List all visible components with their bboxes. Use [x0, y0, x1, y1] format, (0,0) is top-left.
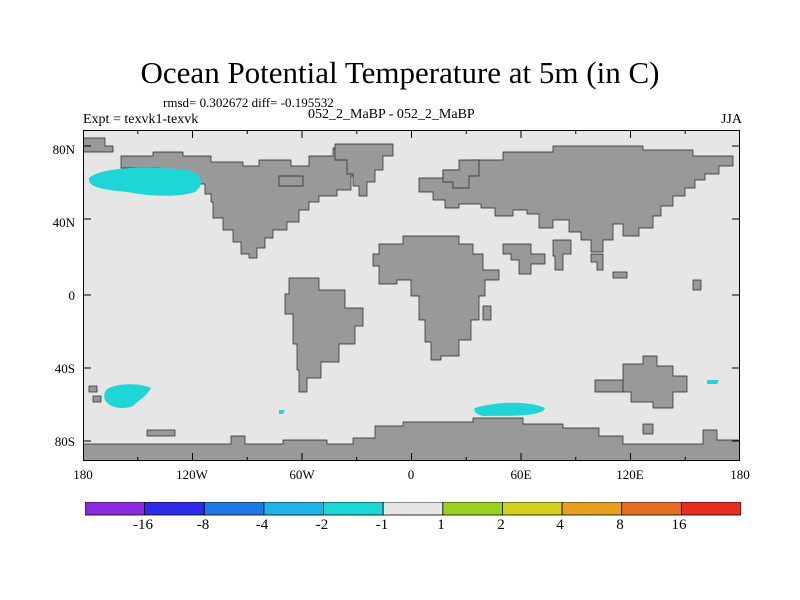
lon-label: 180 [73, 467, 93, 482]
colorbar-swatch [263, 502, 324, 516]
lon-label: 120W [176, 467, 208, 482]
season-label: JJA [720, 112, 742, 127]
land-island [692, 279, 702, 291]
lon-label: 120E [616, 467, 644, 482]
colorbar-label: -8 [196, 517, 210, 533]
land-arctic-west [83, 137, 114, 153]
colorbar-label: -2 [315, 517, 329, 533]
anomaly-small-pacific [279, 410, 285, 414]
colorbar-swatch [382, 502, 444, 516]
land-eurasia [418, 145, 734, 253]
land-north-america [120, 147, 366, 259]
anomaly-north-pacific [88, 167, 202, 196]
colorbar-swatch [680, 502, 741, 516]
land-island [92, 395, 102, 403]
land-island [482, 305, 492, 321]
land-south-america [284, 277, 364, 393]
colorbar-swatch [621, 502, 682, 516]
colorbar-swatch [561, 502, 623, 516]
land-island [146, 429, 176, 437]
land-island [88, 385, 98, 393]
land-scandinavia [442, 159, 480, 189]
lat-label: 80S [54, 434, 75, 449]
colorbar-label: 2 [497, 517, 505, 533]
colorbar-label: 1 [437, 517, 445, 533]
land-island [642, 423, 654, 435]
land-africa [372, 235, 500, 361]
colorbar-swatch [203, 502, 265, 516]
land-island [612, 271, 628, 279]
colorbar [85, 502, 741, 516]
lat-label: 40N [52, 215, 75, 230]
colorbar-swatch [85, 502, 146, 516]
lon-label: 60W [289, 467, 315, 482]
colorbar-label: -16 [133, 517, 153, 533]
colorbar-label: 16 [671, 517, 687, 533]
anomaly-small-east [707, 380, 719, 384]
map-title: Ocean Potential Temperature at 5m (in C) [140, 55, 660, 90]
lon-label: 180 [730, 467, 750, 482]
land-india [552, 239, 572, 271]
colorbar-swatch [442, 502, 503, 516]
stats-line: rmsd= 0.302672 diff= -0.195532 [163, 95, 334, 110]
anomaly-indian-ocean [474, 402, 545, 416]
colorbar-swatch [323, 502, 384, 516]
lat-label: 40S [54, 361, 75, 376]
lat-label: 80N [52, 142, 75, 157]
world-map [83, 130, 740, 461]
land-greenland [334, 143, 394, 197]
colorbar-label: 4 [556, 517, 564, 533]
lon-label: 0 [407, 467, 415, 482]
period-label: 052_2_MaBP - 052_2_MaBP [308, 107, 475, 122]
lon-label: 60E [510, 467, 532, 482]
experiment-label: Expt = texvk1-texvk [83, 112, 199, 127]
anomaly-south-pacific [104, 384, 151, 408]
colorbar-label: -1 [375, 517, 389, 533]
land-antarctica [83, 417, 740, 461]
colorbar-label: 8 [616, 517, 624, 533]
colorbar-swatch [144, 502, 205, 516]
lat-label: 0 [68, 288, 76, 303]
land-se-asia [590, 253, 604, 271]
land-arabia [502, 243, 546, 275]
colorbar-label: -4 [255, 517, 269, 533]
land-australia [594, 355, 688, 409]
colorbar-swatch [502, 502, 563, 516]
